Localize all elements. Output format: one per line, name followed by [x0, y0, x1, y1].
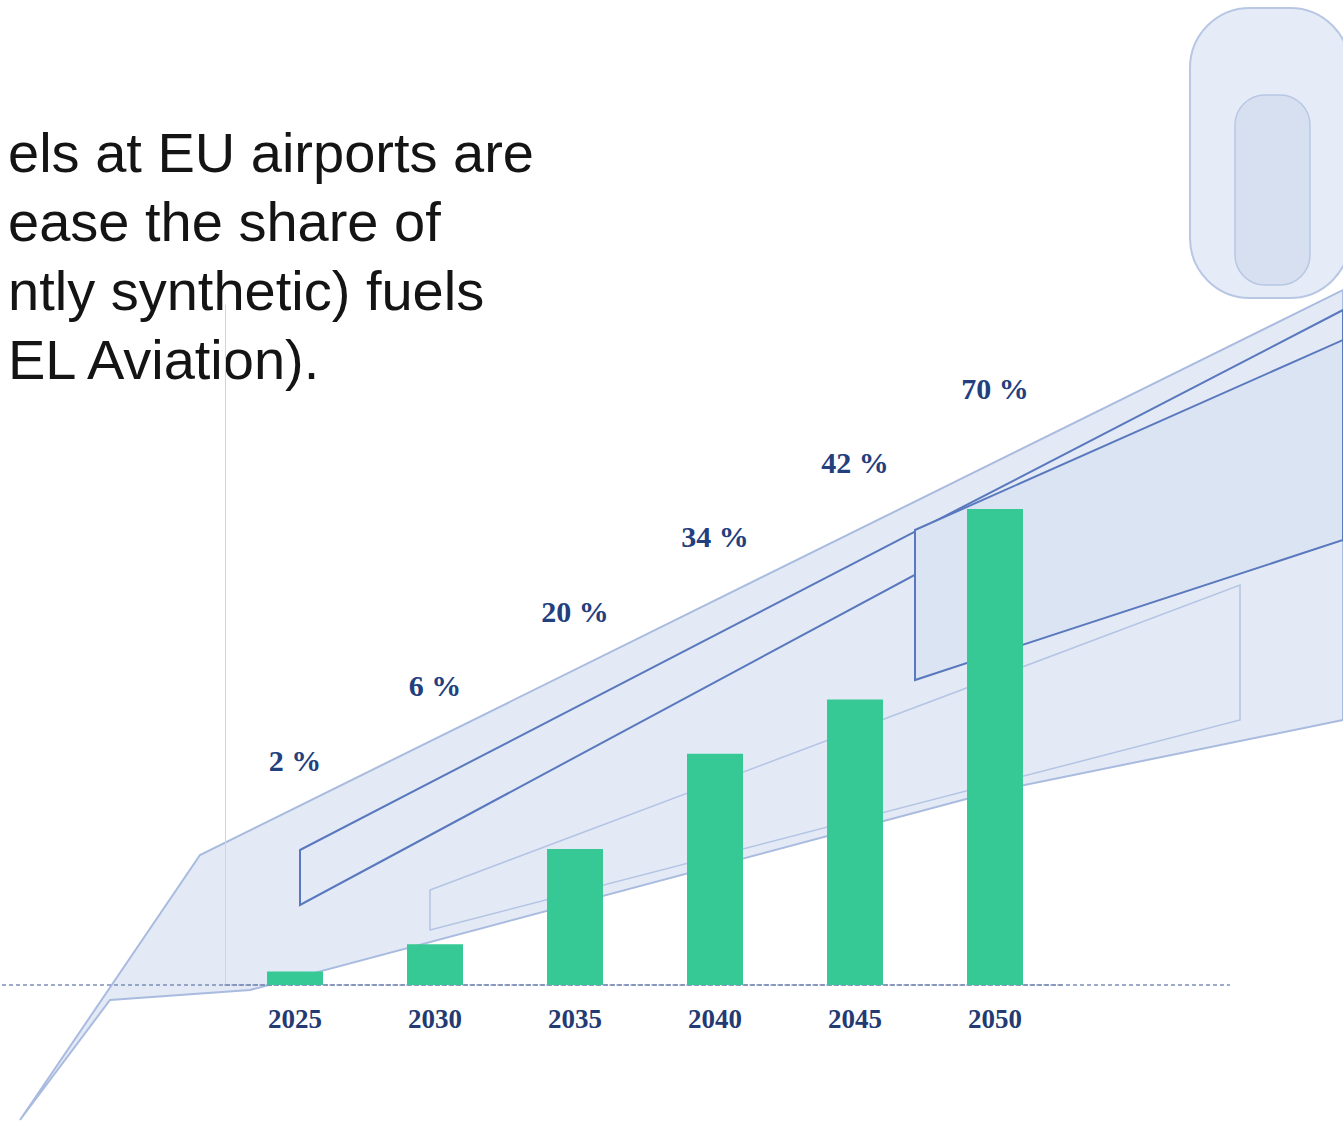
svg-text:70 %: 70 %	[961, 372, 1029, 405]
svg-text:34 %: 34 %	[681, 520, 749, 553]
svg-text:20 %: 20 %	[541, 595, 609, 628]
svg-text:2025: 2025	[268, 1004, 322, 1034]
svg-text:2030: 2030	[408, 1004, 462, 1034]
svg-text:42 %: 42 %	[821, 446, 889, 479]
svg-text:6 %: 6 %	[409, 669, 462, 702]
svg-text:2050: 2050	[968, 1004, 1022, 1034]
svg-text:2 %: 2 %	[269, 744, 322, 777]
svg-text:2035: 2035	[548, 1004, 602, 1034]
svg-text:ntly synthetic) fuels: ntly synthetic) fuels	[8, 259, 484, 322]
svg-text:2040: 2040	[688, 1004, 742, 1034]
svg-text:2045: 2045	[828, 1004, 882, 1034]
svg-text:EL Aviation).: EL Aviation).	[8, 328, 319, 391]
svg-text:els at EU airports are: els at EU airports are	[8, 121, 534, 184]
svg-text:ease the share of: ease the share of	[8, 190, 441, 253]
